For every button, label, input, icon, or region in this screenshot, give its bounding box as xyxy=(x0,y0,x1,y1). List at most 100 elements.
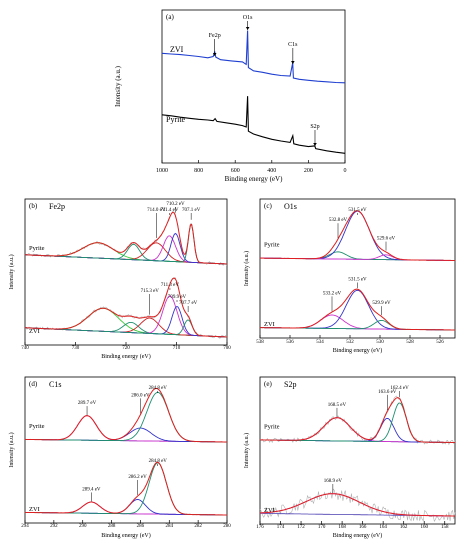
sample-label: Pyrite xyxy=(29,245,45,252)
x-tick-label: 286 xyxy=(137,524,145,529)
x-axis-label: Binding energy (eV) xyxy=(333,347,383,354)
x-tick-label: 158 xyxy=(441,525,449,530)
peak-label: 289.7 eV xyxy=(78,401,97,406)
x-tick-label: 740 xyxy=(21,346,29,351)
peak-label: 289.4 eV xyxy=(82,487,101,492)
x-tick-label: 530 xyxy=(376,340,384,345)
fit-component-line xyxy=(260,289,455,331)
x-tick-label: 176 xyxy=(256,525,264,530)
arrow-head xyxy=(313,143,317,146)
x-tick-label: 172 xyxy=(297,525,305,530)
fit-envelope-line xyxy=(24,387,227,443)
peak-label: 710.2 eV xyxy=(166,202,185,207)
fit-component-line xyxy=(24,415,227,443)
fit-component-line xyxy=(25,242,228,265)
panel-title: S2p xyxy=(284,380,296,389)
y-axis-label: Intensity (a.u.) xyxy=(243,251,250,286)
x-tick-label: 400 xyxy=(267,168,276,174)
peak-annotation: C1s xyxy=(288,42,298,48)
raw-data-line xyxy=(259,288,456,331)
x-tick-label: 700 xyxy=(223,346,231,351)
peak-label: 707.1 eV xyxy=(182,208,201,213)
panel-d: 294 292 290 288 286 284 282 280 Binding energy (… xyxy=(8,376,231,539)
plot-frame-c xyxy=(259,198,456,339)
x-tick-label: 536 xyxy=(286,340,294,345)
sample-label: ZVI xyxy=(264,321,275,328)
peak-label: 168.5 eV xyxy=(328,403,347,408)
fit-component-line xyxy=(25,242,228,265)
y-axis-label: Intensity (a.u.) xyxy=(243,433,250,468)
series-name-label: Pyrite xyxy=(166,115,186,124)
panel-label: (d) xyxy=(29,380,38,388)
arrow-head xyxy=(245,27,250,30)
x-tick-label: 730 xyxy=(72,346,80,351)
fit-envelope-line xyxy=(260,397,455,443)
fit-envelope-line xyxy=(260,493,455,517)
fit-component-line xyxy=(260,417,455,443)
x-tick-label: 290 xyxy=(79,524,87,529)
x-tick-label: 280 xyxy=(223,524,231,529)
plot-frame-d xyxy=(24,376,228,524)
fit-envelope-line xyxy=(25,211,228,265)
panel-title: O1s xyxy=(284,202,297,211)
peak-label: 168.9 eV xyxy=(324,479,343,484)
x-tick-label: 292 xyxy=(50,524,58,529)
x-tick-label: 284 xyxy=(166,524,174,529)
x-tick-label: 0 xyxy=(344,168,347,174)
peak-label: 286.2 eV xyxy=(128,475,147,480)
x-tick-label: 538 xyxy=(256,340,264,345)
panel-e: 176 174 172 170 168 166 164 162 160 158 Binding en… xyxy=(243,376,456,539)
x-tick-label: 166 xyxy=(359,525,367,530)
x-tick-label: 170 xyxy=(318,525,326,530)
fit-envelope-line xyxy=(25,277,228,338)
sample-label: Pyrite xyxy=(264,424,280,431)
x-tick-label: 534 xyxy=(316,340,324,345)
fit-envelope-line xyxy=(260,288,455,331)
sample-label: Pyrite xyxy=(264,242,280,249)
x-tick-label: 532 xyxy=(346,340,354,345)
x-tick-label: 800 xyxy=(194,168,203,174)
sample-label: ZVI xyxy=(29,328,40,335)
series-line-pyrite xyxy=(161,96,346,154)
peak-label: 533.2 eV xyxy=(323,291,342,296)
x-tick-label: 526 xyxy=(436,340,444,345)
panel-label: (e) xyxy=(264,380,272,388)
raw-data-line xyxy=(259,488,456,522)
panel-a: 1000 800 600 400 200 0 Binding energy (eV) Inte… xyxy=(114,9,347,183)
fit-component-line xyxy=(260,417,455,443)
peak-label: 162.4 eV xyxy=(390,386,409,391)
plot-frame-b xyxy=(24,198,228,346)
x-tick-label: 288 xyxy=(108,524,116,529)
fit-component-line xyxy=(260,210,455,261)
series-name-label: ZVI xyxy=(170,45,184,54)
peak-annotation: S2p xyxy=(310,124,319,130)
peak-label: 284.8 eV xyxy=(149,459,168,464)
peak-annotation: Fe2p xyxy=(209,33,221,39)
y-axis-label: Intensity (a.u.) xyxy=(8,254,15,289)
peak-label: 709.9 eV xyxy=(168,295,187,300)
raw-data-line xyxy=(24,461,228,516)
panel-label: (c) xyxy=(264,202,272,210)
peak-label: 711.3 eV xyxy=(161,283,180,288)
panel-label: (b) xyxy=(29,202,38,210)
panel-c: 538 536 534 532 530 528 526 Binding energy (eV)… xyxy=(243,198,456,354)
y-axis-label: Intensity (a.u.) xyxy=(8,432,15,467)
x-tick-label: 710 xyxy=(173,346,181,351)
peak-label: 707.7 eV xyxy=(179,301,198,306)
peak-label: 714.0 eV xyxy=(147,208,166,213)
panel-b: 740 730 720 710 700 Binding energy (eV) Intens… xyxy=(8,198,231,360)
x-tick-label: 174 xyxy=(277,525,285,530)
plot-frame-e xyxy=(259,376,456,525)
peak-annotation: O1s xyxy=(243,15,253,21)
plot-frame-a xyxy=(161,9,346,164)
peak-label: 531.5 eV xyxy=(348,208,367,213)
x-tick-label: 1000 xyxy=(156,168,168,174)
panel-label: (a) xyxy=(166,13,174,21)
fit-envelope-line xyxy=(260,210,455,261)
sample-label: ZVI xyxy=(264,507,275,514)
fit-component-line xyxy=(25,321,228,338)
x-tick-label: 162 xyxy=(400,525,408,530)
panel-title: C1s xyxy=(49,380,61,389)
x-tick-label: 282 xyxy=(194,524,202,529)
